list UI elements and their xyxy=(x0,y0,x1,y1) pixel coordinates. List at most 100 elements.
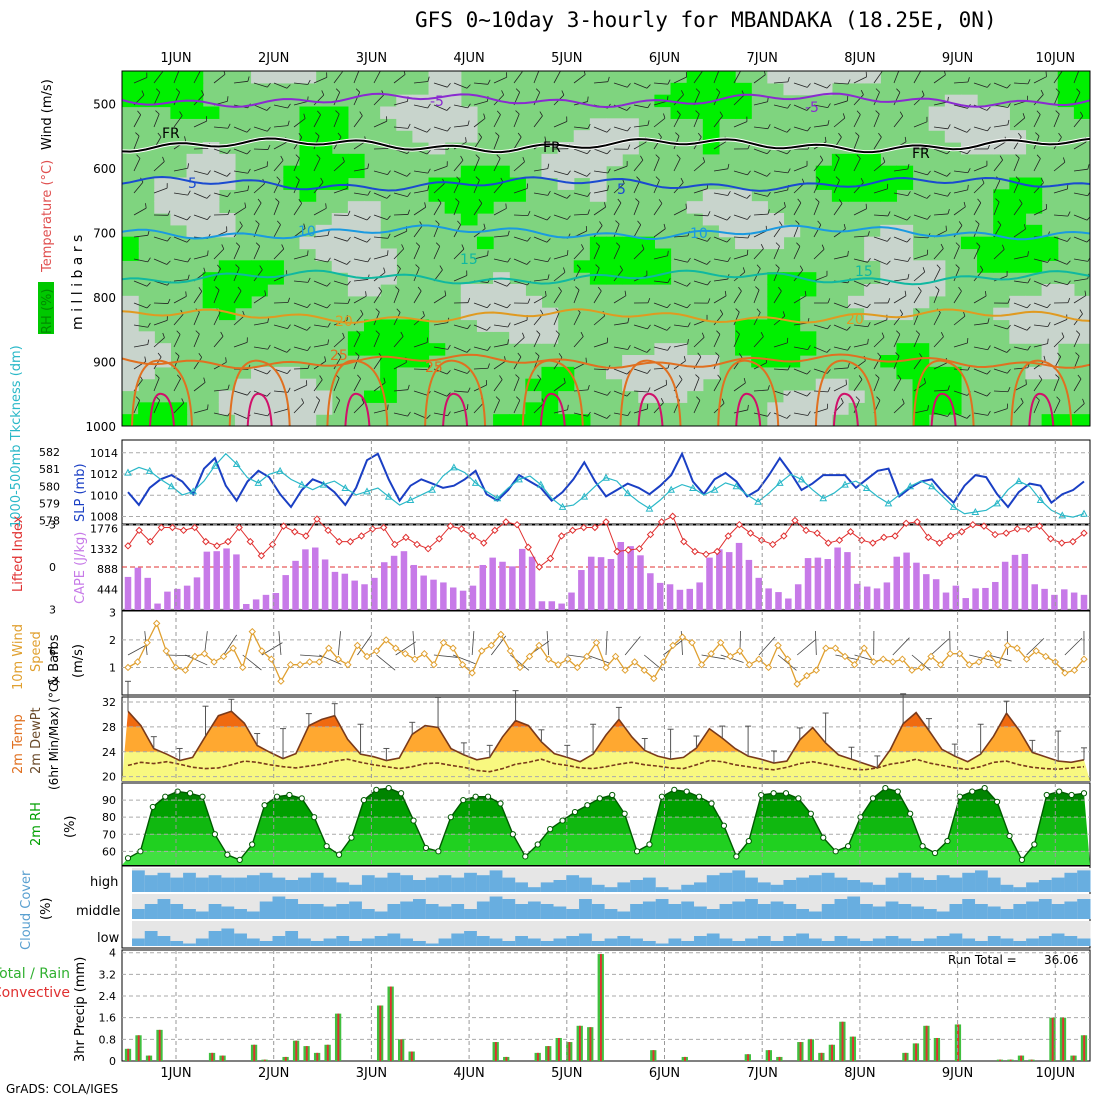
wind-barb-flag xyxy=(1020,397,1024,403)
thickness-marker xyxy=(993,499,1001,507)
rh-cell xyxy=(638,260,655,273)
cape-bar xyxy=(962,598,969,610)
rh-cell xyxy=(751,319,768,332)
wind-barb-flag xyxy=(826,84,831,89)
wind-barb xyxy=(533,334,541,348)
wind-barb-flag xyxy=(727,257,731,262)
precip-conv-bar xyxy=(810,1039,812,1061)
wind-speed-marker xyxy=(831,644,840,652)
wind-barb xyxy=(333,161,345,172)
wind-barb xyxy=(453,125,468,128)
cloud-high-cell xyxy=(374,877,388,892)
cloud-low-cell xyxy=(323,938,337,946)
rh-cell xyxy=(864,248,881,261)
precip-tick: 1.6 xyxy=(99,1012,117,1025)
contour-label: FR xyxy=(162,126,180,142)
wind-barb-flag xyxy=(904,136,907,142)
wind-barb-flag xyxy=(496,110,501,115)
wind-barb xyxy=(573,74,586,84)
rh-marker xyxy=(534,841,541,848)
wind-barb xyxy=(873,188,888,194)
wind-barb-flag xyxy=(1038,375,1043,380)
wind-barb xyxy=(853,343,868,348)
cloud-middle-cell xyxy=(655,899,669,919)
wind-barb xyxy=(173,192,188,196)
cloud-low-cell xyxy=(706,933,721,946)
wind-barb-flag xyxy=(187,163,189,169)
rh-marker xyxy=(609,791,616,799)
wind-barb-flag xyxy=(855,396,860,401)
precip-conv-bar xyxy=(999,1059,1002,1061)
wind-speed-marker xyxy=(468,669,476,677)
li-marker xyxy=(302,532,310,540)
contour-hot-loop xyxy=(637,392,664,426)
rh-marker xyxy=(993,798,1001,805)
contour-label: 15 xyxy=(460,252,478,268)
wind-barb-flag xyxy=(842,113,846,119)
wind-barb-flag xyxy=(325,203,327,209)
cloud-middle-cell xyxy=(272,896,286,919)
wind-barb-flag xyxy=(986,83,991,88)
rh-marker xyxy=(385,785,392,792)
contour-surface-loop xyxy=(1010,359,1073,426)
rh-marker xyxy=(509,831,516,838)
wind-barb xyxy=(593,81,608,84)
surface-barb xyxy=(546,631,550,656)
wind-barb xyxy=(993,82,1008,89)
wind-barb-flag xyxy=(636,176,641,181)
wind-barb-flag xyxy=(298,133,303,138)
wind-barb-flag xyxy=(640,155,644,161)
rh-marker xyxy=(298,795,305,802)
rh-cell xyxy=(702,366,720,380)
wind-barb-flag xyxy=(383,377,386,383)
wind-barb-flag xyxy=(487,346,491,351)
wind-barb-flag xyxy=(697,352,702,358)
precip-conv-bar xyxy=(158,1029,161,1061)
wind-barb-flag xyxy=(606,128,611,133)
cloud-high-cell xyxy=(489,870,503,892)
wind-speed-marker xyxy=(1080,655,1088,663)
cloud-low-cell xyxy=(834,936,848,946)
wind-barb xyxy=(513,236,528,242)
rh-cell xyxy=(509,284,526,297)
cloud-high-cell xyxy=(298,877,312,892)
wind-barb-flag xyxy=(1075,67,1079,70)
wind-barb xyxy=(273,201,280,216)
cape-bar xyxy=(371,577,378,610)
wind-barb-flag xyxy=(595,242,600,247)
cloud-high-cell xyxy=(732,870,746,892)
li-marker xyxy=(946,532,955,540)
contour-hot-loop xyxy=(246,392,273,426)
cloud-cover-unit: (%) xyxy=(39,898,54,921)
wind-barb xyxy=(693,377,700,392)
wind-barb-flag xyxy=(626,106,631,111)
rh-cell xyxy=(380,260,397,273)
cape-bar xyxy=(223,548,230,610)
wind-barb-flag xyxy=(281,244,285,250)
wind-speed-marker xyxy=(1022,655,1031,663)
cloud-high-cell xyxy=(757,882,772,892)
wind-barb-flag xyxy=(246,150,251,155)
wind-barb xyxy=(373,382,386,392)
wind-barb-flag xyxy=(627,144,631,150)
wind-barb xyxy=(573,170,588,177)
wind-barb-flag xyxy=(724,290,727,296)
wind-barb xyxy=(1013,157,1020,172)
wind-barb-flag xyxy=(1056,396,1061,401)
precip-conv-bar xyxy=(578,1025,581,1061)
wind-barb-flag xyxy=(1006,84,1011,89)
wind-barb-flag xyxy=(915,330,920,335)
rh-cell xyxy=(831,177,849,190)
wind-barb xyxy=(693,214,708,217)
cape-bar xyxy=(341,573,349,610)
pressure-tick: 800 xyxy=(93,291,116,305)
li-marker xyxy=(157,523,166,532)
date-label-top: 9JUN xyxy=(942,51,973,66)
precip-total-title: Total / Rain xyxy=(0,966,70,982)
cape-bar xyxy=(154,603,161,610)
rh-cell xyxy=(702,82,720,96)
wind-barb xyxy=(433,322,448,326)
cloud-clear-cell xyxy=(310,921,325,946)
cape-bar xyxy=(844,552,851,610)
thickness-marker xyxy=(276,466,284,474)
